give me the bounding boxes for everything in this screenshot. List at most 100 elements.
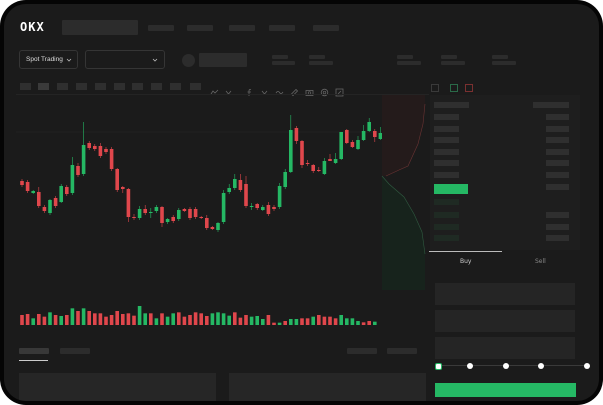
tab-order-history[interactable]: [60, 348, 90, 354]
volume-bar: [70, 308, 75, 325]
timeframe-button[interactable]: [151, 83, 162, 90]
candle-body: [53, 198, 58, 206]
timeframe-button[interactable]: [132, 83, 143, 90]
volume-bar: [182, 316, 187, 325]
volume-bar: [272, 322, 276, 325]
nav-item[interactable]: [187, 25, 213, 31]
timeframe-button[interactable]: [170, 83, 181, 90]
timeframe-button[interactable]: [95, 83, 106, 90]
candle-body: [115, 169, 119, 190]
ask-row-size: [546, 149, 569, 155]
total-input[interactable]: [435, 337, 575, 359]
candle-body: [199, 217, 203, 218]
nav-item[interactable]: [229, 25, 255, 31]
slider-stop-50[interactable]: [503, 363, 509, 369]
volume-bar: [339, 315, 343, 325]
candle-body: [126, 189, 131, 217]
volume-bar: [53, 315, 58, 325]
candle-body: [109, 149, 114, 169]
candle-body: [300, 141, 304, 165]
candle-body: [221, 193, 226, 222]
candlestick-chart[interactable]: [4, 4, 434, 334]
timeframe-button[interactable]: [57, 83, 68, 90]
nav-item[interactable]: [148, 25, 174, 31]
candle-body: [143, 209, 147, 213]
candle-body: [149, 212, 153, 213]
volume-bar: [31, 318, 35, 325]
slider-stop-25[interactable]: [467, 363, 473, 369]
orderbook-bids-icon[interactable]: [450, 84, 458, 92]
volume-bar: [328, 316, 332, 325]
candle-body: [193, 209, 198, 217]
tab-sell[interactable]: Sell: [535, 258, 546, 265]
stat-value: [397, 61, 421, 65]
orderbook-both-icon[interactable]: [431, 84, 439, 92]
volume-bar: [132, 315, 136, 325]
line-tool-icon[interactable]: [275, 82, 284, 95]
volume-bar: [305, 318, 310, 325]
active-tab-underline: [19, 360, 48, 361]
volume-bar: [289, 319, 293, 325]
orderbook-asks-icon[interactable]: [465, 84, 473, 92]
nav-item[interactable]: [269, 25, 295, 31]
candle-body: [322, 161, 327, 174]
candle-body: [87, 143, 91, 148]
candle-body: [317, 170, 321, 171]
amount-input[interactable]: [435, 310, 575, 332]
chevron-down-icon: [152, 58, 158, 62]
search-placeholder[interactable]: [62, 20, 138, 35]
indicator-icon[interactable]: [245, 82, 254, 96]
candle-body: [188, 209, 192, 218]
volume-bar: [317, 315, 321, 325]
candle-type-icon[interactable]: [210, 82, 219, 95]
divider: [16, 94, 429, 95]
slider-handle[interactable]: [435, 363, 442, 370]
slider-stop-100[interactable]: [584, 363, 590, 369]
tab-buy[interactable]: Buy: [460, 258, 472, 265]
stat-label: [492, 55, 508, 59]
timeframe-button[interactable]: [190, 83, 201, 90]
amount-slider-track[interactable]: [438, 365, 588, 366]
settings-icon[interactable]: [320, 82, 329, 97]
candle-body: [305, 163, 310, 164]
timeframe-button[interactable]: [76, 83, 87, 90]
volume-bar: [261, 319, 265, 325]
ask-row-size: [546, 137, 569, 143]
coin-icon: [182, 54, 195, 67]
volume-bar: [37, 314, 41, 325]
ask-row-size: [546, 114, 569, 120]
bid-row-size: [546, 212, 569, 218]
fullscreen-icon[interactable]: [335, 82, 344, 97]
volume-bar: [277, 322, 282, 325]
okx-logo[interactable]: OKX: [20, 20, 45, 34]
volume-bar: [171, 313, 175, 325]
pair-price-placeholder: [199, 53, 247, 67]
filter-button[interactable]: [347, 348, 377, 354]
bid-row-price: [434, 235, 459, 241]
candle-body: [98, 146, 103, 156]
bid-row-size: [546, 224, 569, 230]
orderbook-header: [434, 102, 469, 108]
spot-trading-label: Spot Trading: [26, 56, 63, 63]
timeframe-button[interactable]: [38, 83, 49, 90]
buy-submit-button[interactable]: [435, 383, 576, 397]
stat-label: [397, 55, 413, 59]
volume-bar: [81, 308, 86, 325]
slider-stop-75[interactable]: [538, 363, 544, 369]
candle-body: [328, 159, 332, 161]
tab-open-orders[interactable]: [19, 348, 49, 354]
pair-dropdown[interactable]: [85, 50, 165, 69]
bid-row-price: [434, 212, 459, 218]
spot-trading-dropdown[interactable]: Spot Trading: [19, 50, 78, 69]
volume-bar: [356, 321, 360, 325]
timeframe-button[interactable]: [20, 83, 31, 90]
candle-body: [227, 188, 231, 192]
filter-button[interactable]: [387, 348, 417, 354]
nav-item[interactable]: [313, 25, 339, 31]
price-input[interactable]: [435, 283, 575, 305]
timeframe-button[interactable]: [114, 83, 125, 90]
candle-body: [294, 128, 299, 141]
ruler-icon[interactable]: [290, 82, 299, 97]
candle-body: [160, 207, 164, 223]
